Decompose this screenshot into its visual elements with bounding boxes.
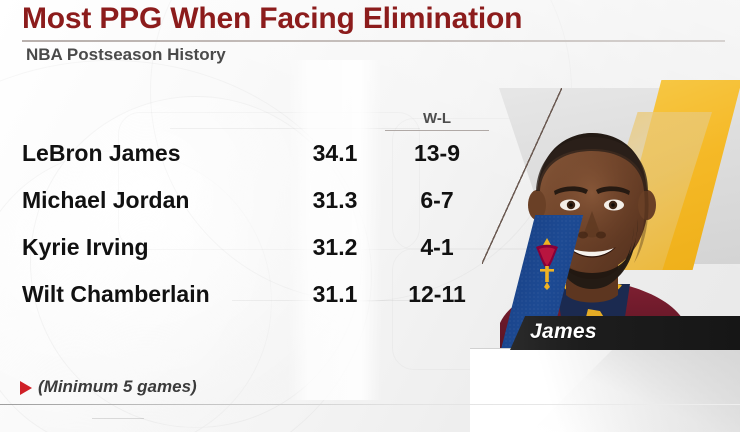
footnote-text: (Minimum 5 games): [38, 377, 197, 396]
background-column-highlight: [288, 60, 382, 400]
player-wl: 6-7: [420, 187, 454, 213]
player-nameplate: [510, 316, 740, 350]
player-nameplate-label: James: [530, 320, 597, 343]
table-row: LeBron James 34.1 13-9: [0, 140, 520, 180]
column-header-divider: [385, 130, 489, 131]
page-title: Most PPG When Facing Elimination: [22, 2, 523, 35]
player-ppg: 31.2: [312, 234, 358, 260]
player-name: LeBron James: [22, 140, 181, 166]
table-row: Wilt Chamberlain 31.1 12-11: [0, 281, 520, 321]
player-wl: 4-1: [420, 234, 454, 260]
player-name: Kyrie Irving: [22, 234, 149, 260]
page-subtitle: NBA Postseason History: [26, 45, 226, 64]
player-ppg: 31.1: [312, 281, 358, 307]
player-name: Michael Jordan: [22, 187, 190, 213]
player-name: Wilt Chamberlain: [22, 281, 210, 307]
cavaliers-logo-icon: [536, 238, 558, 290]
table-row: Kyrie Irving 31.2 4-1: [0, 234, 520, 274]
footer-divider: [0, 404, 740, 405]
footnote-triangle-icon: [20, 381, 32, 395]
player-ppg: 34.1: [312, 140, 358, 166]
table-row: Michael Jordan 31.3 6-7: [0, 187, 520, 227]
player-wl: 13-9: [413, 140, 461, 166]
player-feature-block: James: [470, 0, 740, 432]
player-ppg: 31.3: [312, 187, 358, 213]
column-header-wl: W-L: [422, 110, 451, 127]
footer-divider-secondary: [92, 418, 144, 419]
player-wl: 12-11: [408, 281, 466, 307]
title-divider: [22, 40, 725, 42]
